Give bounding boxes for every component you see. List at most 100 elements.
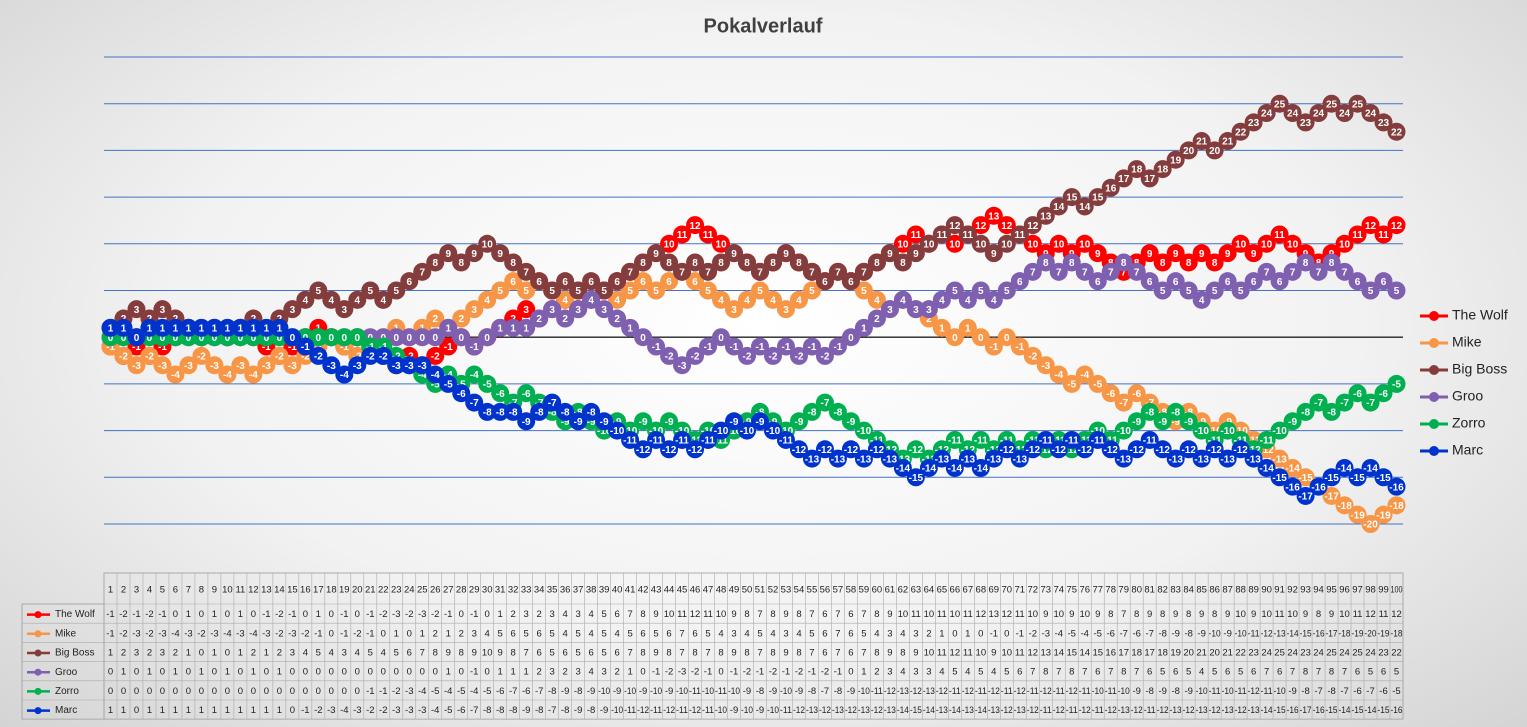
point-marker	[1335, 262, 1354, 281]
table-cell: -5	[431, 686, 439, 697]
data-label: -12	[870, 445, 885, 456]
table-cell: 5	[627, 628, 632, 639]
point-marker	[1127, 384, 1146, 403]
data-label: 13	[1040, 211, 1052, 222]
table-header: 51	[755, 585, 766, 596]
point-marker	[426, 346, 445, 365]
data-label: 5	[627, 286, 633, 297]
point-marker	[725, 337, 744, 356]
data-label: -7	[1366, 398, 1375, 409]
point-marker	[1309, 393, 1328, 412]
table-cell: -12	[936, 686, 948, 697]
data-label: -3	[184, 361, 193, 372]
data-label: -2	[379, 352, 388, 363]
point-marker	[1374, 225, 1393, 244]
table-cell: -2	[392, 686, 400, 697]
data-label: -11	[1143, 436, 1157, 447]
data-label: 0	[458, 333, 464, 344]
table-cell: -14	[897, 705, 909, 716]
point-marker	[1361, 216, 1380, 235]
table-cell: 23	[1248, 648, 1259, 659]
table-cell: 1	[277, 667, 282, 678]
table-cell: 9	[1329, 609, 1334, 620]
table-cell: -9	[756, 705, 764, 716]
data-label: -3	[418, 361, 427, 372]
table-cell: -7	[535, 686, 543, 697]
point-marker	[1218, 421, 1237, 440]
data-label: 4	[718, 295, 724, 306]
data-label: -8	[1327, 408, 1336, 419]
data-label: 15	[1066, 193, 1078, 204]
table-cell: 5	[861, 628, 866, 639]
data-label: -7	[470, 398, 479, 409]
point-marker	[1257, 234, 1276, 253]
point-marker	[660, 440, 679, 459]
table-cell: 8	[666, 648, 671, 659]
data-label: 0	[147, 333, 153, 344]
table-cell: 8	[874, 648, 879, 659]
table-cell: 0	[394, 667, 399, 678]
point-marker	[556, 290, 575, 309]
point-marker	[1270, 449, 1289, 468]
data-label: -5	[1392, 380, 1401, 391]
table-header: 63	[911, 585, 922, 596]
table-cell: 25	[1274, 648, 1285, 659]
data-label: 0	[406, 333, 412, 344]
table-cell: 0	[199, 648, 204, 659]
data-label: 8	[900, 258, 906, 269]
point-marker	[984, 337, 1003, 356]
table-cell: 6	[822, 648, 827, 659]
point-marker	[945, 234, 964, 253]
point-marker	[517, 300, 536, 319]
point-marker	[673, 430, 692, 449]
data-label: 15	[1092, 193, 1104, 204]
table-cell: 10	[716, 609, 727, 620]
table-cell: -1	[158, 609, 166, 620]
table-cell: -3	[184, 628, 192, 639]
table-cell: 4	[588, 609, 593, 620]
data-label: 3	[731, 305, 737, 316]
table-cell: 0	[212, 686, 217, 697]
point-marker	[1179, 141, 1198, 160]
table-header: 6	[173, 585, 178, 596]
data-label: 3	[575, 305, 581, 316]
data-label: 4	[900, 295, 906, 306]
data-label: -1	[158, 342, 167, 353]
data-label: -6	[1132, 389, 1141, 400]
data-label: -4	[1054, 370, 1063, 381]
data-label: -17	[1298, 492, 1313, 503]
table-cell: 4	[991, 667, 996, 678]
table-cell: 10	[1002, 648, 1013, 659]
data-label: 0	[316, 333, 322, 344]
point-marker	[114, 346, 133, 365]
data-label: -5	[431, 380, 440, 391]
point-marker	[1322, 468, 1341, 487]
point-marker	[400, 356, 419, 375]
table-cell: 4	[303, 648, 308, 659]
data-label: 8	[874, 258, 880, 269]
point-marker	[465, 337, 484, 356]
table-cell: -2	[353, 628, 361, 639]
point-marker	[1114, 421, 1133, 440]
point-marker	[1192, 421, 1211, 440]
data-label: -1	[132, 342, 141, 353]
data-label: 0	[1004, 333, 1010, 344]
point-marker	[699, 281, 718, 300]
table-cell: -14	[1365, 705, 1377, 716]
data-label: 11	[1352, 230, 1363, 241]
table-cell: 9	[1147, 609, 1152, 620]
data-label: 5	[1394, 286, 1400, 297]
data-label: -12	[1026, 445, 1041, 456]
table-cell: -1	[782, 667, 790, 678]
table-header: 92	[1287, 585, 1298, 596]
table-cell: 2	[433, 628, 438, 639]
point-marker	[802, 402, 821, 421]
point-marker	[1257, 458, 1276, 477]
table-cell: 8	[1108, 609, 1113, 620]
table-cell: -14	[1339, 705, 1351, 716]
point-marker	[997, 216, 1016, 235]
point-marker	[1361, 515, 1380, 533]
table-cell: 0	[160, 686, 165, 697]
table-cell: -6	[1353, 686, 1361, 697]
table-cell: -11	[689, 686, 701, 697]
